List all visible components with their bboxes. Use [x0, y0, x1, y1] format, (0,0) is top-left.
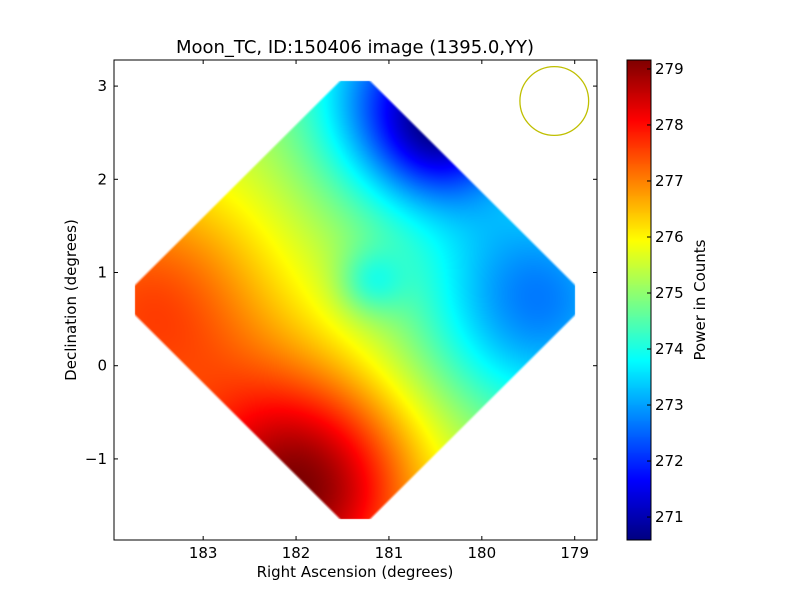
colorbar-tick-label: 274: [655, 340, 684, 358]
beam-circle: [519, 65, 590, 137]
colorbar-frame: [626, 59, 652, 541]
y-tick-label: 2: [97, 170, 107, 188]
colorbar-tick-label: 277: [655, 172, 684, 190]
colorbar-tick-label: 278: [655, 116, 684, 134]
y-tick-label: 1: [97, 264, 107, 282]
colorbar-tick-label: 279: [655, 60, 684, 78]
colorbar-tick-label: 273: [655, 396, 684, 414]
colorbar-label: Power in Counts: [691, 239, 709, 360]
colorbar-tick-label: 275: [655, 284, 684, 302]
x-tick-label: 183: [189, 544, 218, 562]
colorbar-gradient: [627, 60, 651, 540]
colorbar-tick-label: 272: [655, 452, 684, 470]
x-axis-label: Right Ascension (degrees): [257, 563, 454, 581]
colorbar-tick-label: 271: [655, 508, 684, 526]
y-axis-label: Declination (degrees): [62, 219, 80, 381]
y-tick-label: 3: [97, 77, 107, 95]
plot-frame: [113, 59, 598, 541]
y-tick-label: 0: [97, 357, 107, 375]
x-tick-label: 179: [560, 544, 589, 562]
heatmap-image: [114, 60, 597, 540]
x-tick-label: 182: [282, 544, 311, 562]
colorbar-tick-label: 276: [655, 228, 684, 246]
y-tick-label: −1: [85, 450, 107, 468]
x-tick-label: 181: [375, 544, 404, 562]
chart-title: Moon_TC, ID:150406 image (1395.0,YY): [176, 37, 534, 58]
x-tick-label: 180: [468, 544, 497, 562]
